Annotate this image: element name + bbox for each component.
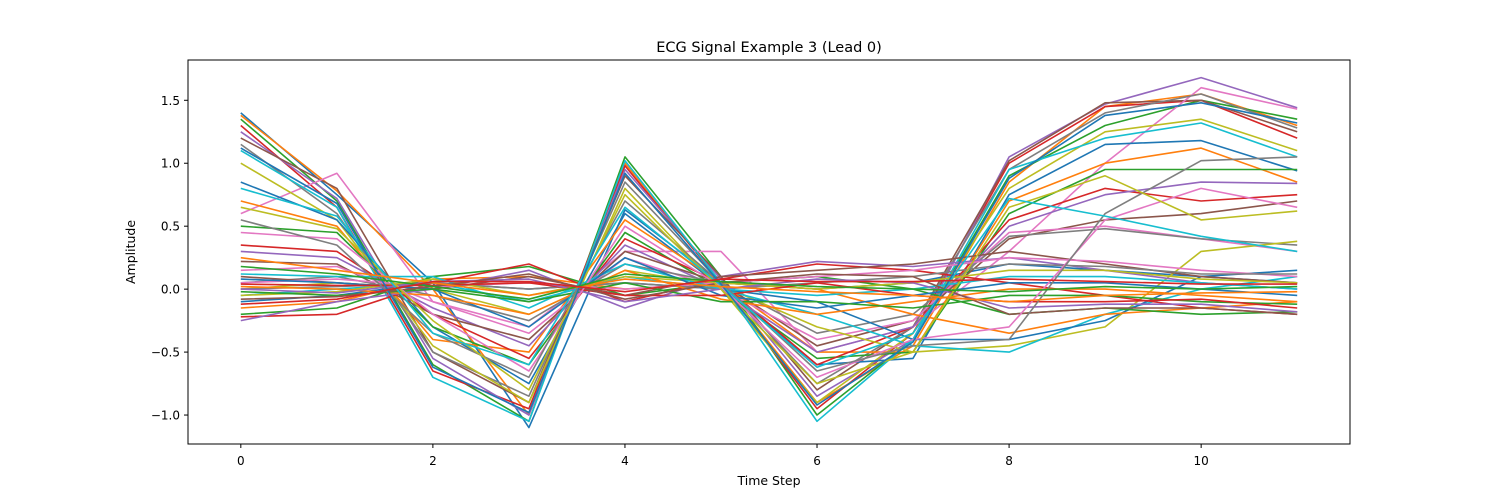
x-tick-label: 10 xyxy=(1194,454,1209,468)
x-axis: 0 2 4 6 8 10 xyxy=(237,444,1209,468)
x-tick-label: 6 xyxy=(813,454,821,468)
series-group xyxy=(240,76,1298,429)
y-axis-label: Amplitude xyxy=(123,220,138,284)
plot-area-frame xyxy=(187,59,1351,445)
x-tick-label: 4 xyxy=(621,454,629,468)
series-line-8 xyxy=(240,93,1298,398)
y-tick-label: 0.5 xyxy=(161,220,180,234)
series-line-30 xyxy=(240,263,1298,309)
series-line-36 xyxy=(240,273,1298,316)
series-line-44 xyxy=(240,278,1298,305)
series-line-12 xyxy=(240,147,1298,353)
series-line-18 xyxy=(240,227,1298,335)
chart-title: ECG Signal Example 3 (Lead 0) xyxy=(656,40,882,56)
y-tick-label: 1.0 xyxy=(161,157,180,171)
y-tick-label: 0.0 xyxy=(161,283,180,297)
series-line-37 xyxy=(240,187,1298,379)
x-tick-label: 2 xyxy=(429,454,437,468)
series-line-5 xyxy=(240,76,1298,416)
series-line-10 xyxy=(240,122,1298,423)
x-axis-label: Time Step xyxy=(736,473,800,488)
series-line-41 xyxy=(240,102,1298,414)
series-line-33 xyxy=(240,281,1298,309)
x-tick-label: 8 xyxy=(1005,454,1013,468)
series-line-14 xyxy=(240,187,1298,366)
series-line-39 xyxy=(240,175,1298,391)
series-line-32 xyxy=(240,269,1298,316)
series-line-17 xyxy=(240,225,1298,341)
y-tick-label: −0.5 xyxy=(151,346,180,360)
y-axis: −1.0 −0.5 0.0 0.5 1.0 1.5 xyxy=(151,94,188,423)
y-tick-label: 1.5 xyxy=(161,94,180,108)
series-line-15 xyxy=(240,181,1298,353)
series-line-40 xyxy=(240,187,1298,369)
y-tick-label: −1.0 xyxy=(151,409,180,423)
series-line-42 xyxy=(240,256,1298,303)
x-tick-label: 0 xyxy=(237,454,245,468)
series-line-2 xyxy=(240,93,1298,416)
